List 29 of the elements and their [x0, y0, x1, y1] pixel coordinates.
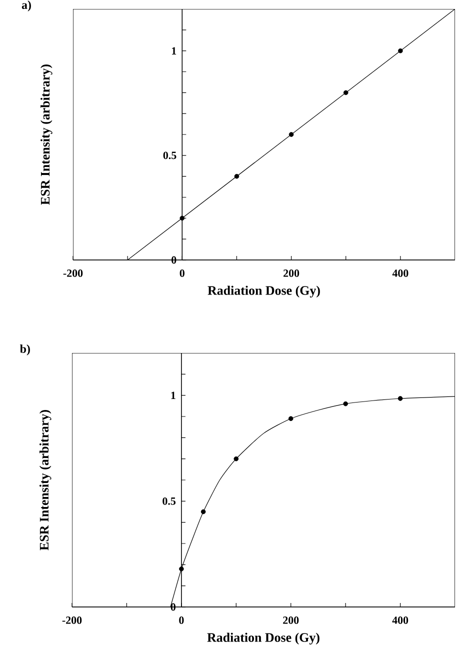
point	[343, 90, 348, 96]
x-axis-title: Radiation Dose (Gy)	[208, 286, 320, 298]
point	[288, 416, 294, 422]
x-tick-label: 200	[283, 616, 299, 624]
point	[180, 216, 185, 221]
y-axis-title: ESR Intensity (arbitrary)	[39, 410, 52, 550]
x-tick-label: 0	[179, 616, 184, 624]
point	[398, 48, 403, 54]
point	[288, 132, 294, 137]
x-axis-title: Radiation Dose (Gy)	[207, 632, 320, 645]
x-tick-label: 200	[284, 270, 300, 277]
point	[234, 456, 239, 462]
y-tick-label: 1	[171, 392, 176, 399]
point	[200, 509, 206, 514]
chart-title: b)	[20, 344, 30, 356]
x-tick-label: 0	[180, 270, 184, 277]
y-tick-label: 0.5	[162, 497, 176, 505]
y-tick-label: 0.5	[163, 152, 176, 160]
x-tick-label: 400	[392, 270, 408, 277]
y-axis-title: ESR Intensity (arbitrary)	[40, 64, 52, 205]
x-tick-label: 400	[392, 616, 408, 624]
point	[398, 396, 403, 401]
point	[343, 401, 348, 406]
x-tick-label: -200	[63, 270, 83, 277]
chart-title: a)	[22, 0, 31, 12]
y-tick-label: 1	[172, 47, 176, 54]
x-tick-label: -200	[62, 616, 82, 624]
point	[179, 566, 184, 572]
point	[234, 174, 240, 179]
